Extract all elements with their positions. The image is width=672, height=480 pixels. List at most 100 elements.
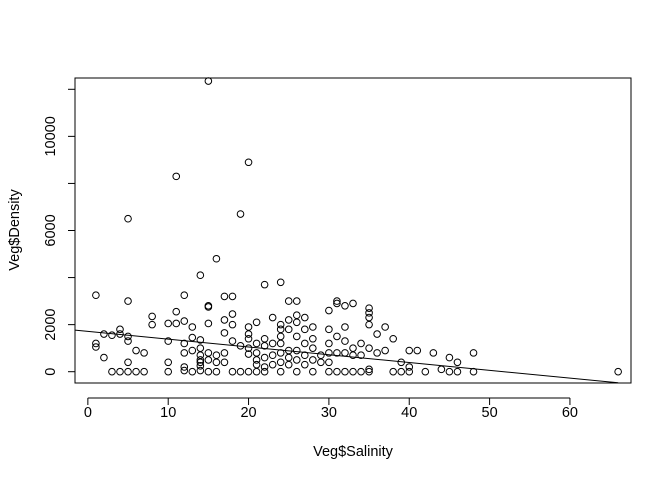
data-point	[204, 356, 213, 364]
data-point	[196, 344, 205, 352]
data-point	[172, 172, 181, 181]
data-point	[405, 346, 414, 355]
data-point	[252, 339, 261, 348]
data-point	[317, 358, 325, 367]
data-point	[196, 336, 205, 344]
data-point	[204, 77, 213, 85]
data-point	[180, 366, 189, 375]
data-point	[365, 367, 373, 376]
data-point	[309, 323, 317, 331]
data-point	[244, 330, 253, 338]
data-point	[124, 358, 132, 367]
data-point	[341, 349, 349, 357]
data-point	[236, 210, 245, 218]
y-tick-label: 10000	[43, 116, 59, 156]
regression-line-group	[74, 329, 619, 384]
data-point	[292, 346, 301, 355]
data-point	[341, 302, 349, 310]
x-axis-title: Veg$Salinity	[313, 444, 394, 460]
data-point	[381, 346, 389, 355]
data-point	[196, 366, 205, 375]
data-point	[341, 323, 349, 331]
data-point	[252, 349, 261, 357]
data-point	[325, 367, 333, 376]
data-point	[228, 292, 237, 301]
data-point	[180, 349, 189, 357]
data-point	[212, 358, 221, 367]
data-points	[92, 77, 622, 376]
data-point	[212, 351, 221, 360]
x-axis: 0 10 20 30 40 50 60	[84, 397, 578, 421]
data-point	[180, 339, 189, 348]
data-point	[188, 333, 197, 342]
data-point	[292, 311, 301, 320]
data-point	[108, 367, 116, 376]
data-point	[212, 254, 221, 263]
data-point	[100, 353, 108, 362]
data-point	[260, 280, 269, 289]
y-tick-label: 2000	[43, 309, 59, 341]
data-point	[180, 317, 189, 325]
data-point	[381, 323, 389, 331]
data-point	[397, 367, 406, 376]
data-point	[228, 320, 237, 329]
data-point	[445, 367, 454, 376]
data-point	[365, 365, 373, 374]
data-point	[108, 331, 116, 340]
data-point	[317, 351, 325, 360]
data-point	[164, 337, 173, 345]
data-point	[333, 367, 341, 376]
data-point	[196, 362, 205, 370]
data-point	[276, 358, 285, 367]
data-point	[244, 344, 253, 352]
data-point	[196, 356, 205, 364]
data-point	[300, 339, 309, 348]
data-point	[220, 329, 229, 337]
data-point	[228, 310, 237, 318]
y-tick-label: 6000	[43, 214, 59, 246]
data-point	[164, 358, 173, 367]
x-tick-label: 30	[321, 405, 337, 421]
data-point	[276, 332, 285, 341]
data-point	[333, 349, 341, 357]
data-point	[124, 332, 132, 341]
data-point	[389, 334, 397, 343]
data-point	[204, 303, 213, 311]
data-point	[284, 353, 293, 362]
data-point	[437, 365, 446, 374]
data-point	[405, 363, 414, 371]
data-point	[244, 367, 253, 376]
data-point	[148, 320, 156, 329]
data-point	[252, 367, 261, 376]
data-point	[164, 367, 173, 376]
data-point	[92, 343, 100, 351]
data-point	[236, 367, 245, 376]
data-point	[244, 350, 253, 358]
data-point	[204, 367, 213, 376]
data-point	[276, 325, 285, 334]
data-point	[445, 353, 454, 362]
data-point	[268, 360, 277, 369]
data-point	[276, 339, 285, 348]
data-point	[292, 318, 301, 327]
data-point	[260, 363, 269, 371]
data-point	[284, 360, 293, 369]
data-point	[365, 313, 373, 322]
data-point	[140, 349, 148, 357]
data-point	[116, 367, 124, 376]
data-point	[244, 323, 253, 331]
data-point	[276, 278, 285, 287]
data-point	[300, 360, 309, 369]
data-point	[309, 334, 317, 343]
data-point	[268, 313, 277, 322]
data-point	[180, 291, 189, 300]
data-point	[164, 319, 173, 328]
data-point	[124, 297, 132, 305]
x-tick-label: 10	[160, 405, 176, 421]
data-point	[252, 318, 261, 327]
data-point	[204, 319, 213, 328]
data-point	[244, 158, 253, 167]
data-point	[124, 337, 132, 345]
data-point	[333, 332, 341, 341]
